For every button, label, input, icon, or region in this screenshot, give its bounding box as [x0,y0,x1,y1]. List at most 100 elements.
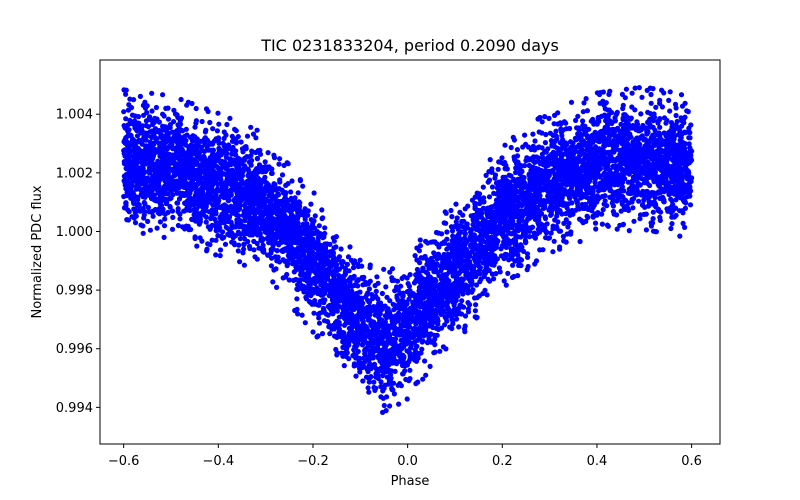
data-point [178,96,184,103]
data-point [268,263,274,269]
data-point [472,308,478,314]
data-point [581,100,587,106]
data-point [551,238,557,244]
data-point [624,205,631,211]
data-point [286,277,292,283]
data-point [639,94,645,100]
data-point [146,149,152,155]
data-point [621,188,627,194]
data-point [606,91,612,97]
data-point [680,220,686,226]
data-point [171,107,177,113]
data-point [687,202,694,208]
data-point [576,216,583,222]
data-point [300,283,307,289]
data-point [657,124,663,130]
data-point [360,319,366,325]
data-point [607,119,613,125]
data-point [341,363,347,369]
data-point [518,262,524,269]
data-point [432,342,438,348]
data-point [610,196,616,202]
data-point [595,115,601,121]
data-point [157,219,163,225]
data-point [373,288,379,294]
data-point [620,222,626,228]
data-point [268,170,275,176]
data-point [420,376,426,382]
data-point [244,133,251,139]
data-point [593,226,599,232]
data-point [602,193,608,199]
data-point [604,222,611,228]
data-point [167,122,173,128]
data-point [302,206,308,212]
data-point [563,217,569,223]
data-point [193,105,199,112]
data-point [315,311,321,317]
data-point [610,203,617,209]
data-point [518,242,524,248]
data-point [648,91,654,98]
data-point [484,292,490,298]
data-point [277,240,283,246]
data-point [625,179,631,185]
data-point [575,131,581,137]
data-point [334,350,340,356]
data-point [491,190,497,196]
data-point [553,201,559,207]
data-point [468,227,474,233]
data-point [395,287,401,293]
data-point [444,236,450,242]
data-point [632,85,638,91]
data-point [639,202,646,208]
data-point [449,325,455,332]
data-point [301,252,307,258]
data-point [568,99,575,105]
data-point [408,340,414,346]
data-point [146,192,153,198]
data-point [542,114,548,120]
data-point [266,240,272,246]
data-point [192,234,198,240]
data-point [149,108,155,114]
data-point [232,126,238,132]
data-point [243,214,250,220]
data-point [411,339,418,345]
data-point [236,242,242,248]
data-point [391,391,397,397]
data-points [121,85,695,415]
data-point [165,116,172,122]
data-point [283,182,289,188]
data-point [302,320,308,326]
data-point [497,269,503,275]
data-point [462,231,468,237]
data-point [482,287,488,293]
data-point [236,224,243,230]
data-point [123,201,129,207]
data-point [554,136,560,142]
data-point [477,279,483,285]
data-point [253,135,259,141]
data-point [169,226,176,232]
data-point [456,324,462,330]
data-point [393,336,399,342]
data-point [620,105,626,112]
data-point [216,121,222,127]
data-point [369,292,375,298]
data-point [553,128,559,134]
data-point [631,218,637,224]
data-point [513,169,519,176]
data-point [134,133,141,139]
data-point [347,244,353,250]
data-point [443,346,449,352]
data-point [614,109,620,115]
data-point [585,214,591,220]
data-point [279,172,286,178]
data-point [669,221,675,227]
data-point [444,229,450,235]
data-point [668,225,674,232]
data-point [472,314,478,320]
data-point [327,331,333,337]
data-point [336,254,343,260]
